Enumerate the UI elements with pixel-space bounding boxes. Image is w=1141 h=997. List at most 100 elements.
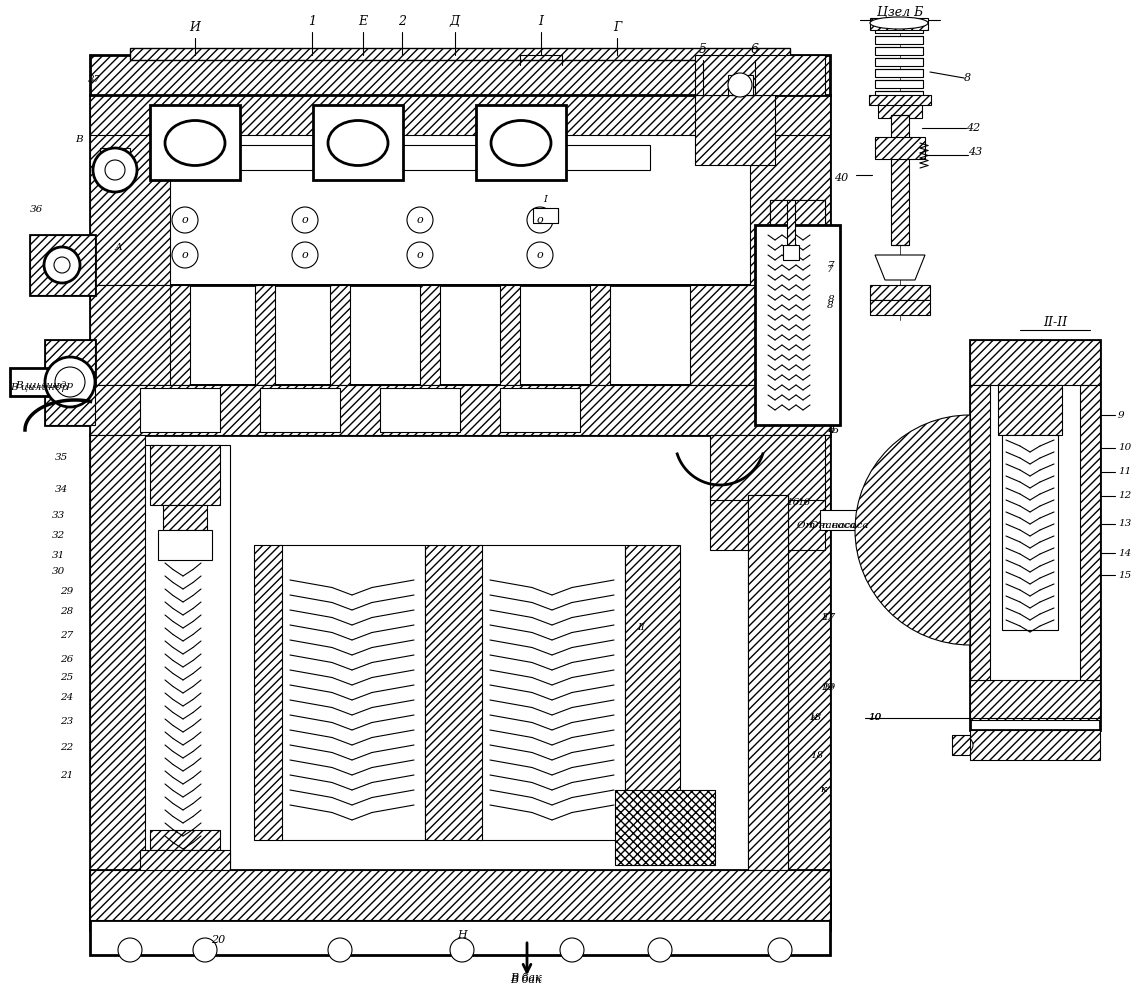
- Bar: [875, 58, 923, 66]
- Circle shape: [527, 242, 553, 268]
- Text: к: к: [820, 786, 826, 795]
- Bar: [869, 285, 930, 300]
- Bar: [90, 95, 170, 285]
- Circle shape: [105, 160, 126, 180]
- Text: 9: 9: [1118, 411, 1125, 420]
- Text: 31: 31: [52, 550, 65, 559]
- Text: 10: 10: [868, 714, 881, 723]
- Text: к: к: [820, 786, 826, 795]
- Text: 7: 7: [827, 265, 834, 274]
- Text: 17: 17: [820, 613, 833, 622]
- Text: 19: 19: [820, 684, 833, 693]
- Bar: [875, 47, 923, 55]
- Bar: [1081, 385, 1100, 680]
- Bar: [254, 285, 275, 385]
- Text: 13: 13: [1118, 519, 1131, 528]
- Bar: [710, 495, 825, 550]
- Bar: [476, 105, 566, 180]
- Text: 14: 14: [1118, 548, 1131, 557]
- Bar: [480, 545, 625, 840]
- Bar: [875, 69, 923, 77]
- Text: 10: 10: [1118, 444, 1131, 453]
- Text: От насоса: От насоса: [810, 520, 868, 529]
- Bar: [533, 208, 558, 223]
- Wedge shape: [855, 415, 970, 645]
- Bar: [380, 388, 460, 432]
- Text: 25: 25: [60, 674, 73, 683]
- Bar: [90, 285, 830, 385]
- Text: 29: 29: [60, 587, 73, 596]
- Bar: [90, 385, 830, 435]
- Text: От насоса: От насоса: [798, 520, 856, 529]
- Text: 22: 22: [60, 744, 73, 753]
- Bar: [820, 510, 860, 530]
- Text: II: II: [638, 623, 645, 632]
- Bar: [90, 95, 830, 135]
- Text: 19: 19: [822, 684, 835, 693]
- Circle shape: [407, 207, 432, 233]
- Bar: [90, 920, 830, 955]
- Bar: [728, 75, 753, 95]
- Text: 32: 32: [52, 530, 65, 539]
- Circle shape: [118, 938, 141, 962]
- Text: о: о: [181, 215, 188, 225]
- Bar: [891, 115, 909, 245]
- Bar: [875, 137, 925, 159]
- Text: В бак: В бак: [510, 973, 542, 983]
- Bar: [590, 285, 610, 385]
- Bar: [1002, 435, 1058, 630]
- Bar: [90, 435, 145, 930]
- Ellipse shape: [327, 121, 388, 166]
- Bar: [424, 545, 482, 840]
- Bar: [970, 730, 1100, 760]
- Text: 27: 27: [60, 630, 73, 639]
- Bar: [695, 95, 775, 165]
- Bar: [970, 340, 1100, 730]
- Text: 15: 15: [1118, 570, 1131, 579]
- Text: В цилиндр: В цилиндр: [10, 384, 68, 393]
- Circle shape: [193, 938, 217, 962]
- Bar: [875, 80, 923, 88]
- Circle shape: [407, 242, 432, 268]
- Bar: [748, 495, 788, 870]
- Text: Д: Д: [450, 16, 460, 29]
- Text: 28: 28: [60, 607, 73, 616]
- Bar: [90, 285, 180, 385]
- Bar: [140, 445, 230, 875]
- Bar: [90, 55, 830, 95]
- Text: 10: 10: [868, 714, 881, 723]
- Bar: [875, 91, 923, 99]
- Bar: [30, 235, 95, 295]
- Bar: [44, 340, 95, 425]
- Bar: [783, 245, 799, 260]
- Bar: [500, 285, 520, 385]
- Text: Г: Г: [613, 22, 621, 35]
- Text: 43: 43: [968, 147, 982, 157]
- Bar: [952, 735, 970, 755]
- Bar: [500, 388, 580, 432]
- Bar: [90, 385, 830, 435]
- Circle shape: [527, 207, 553, 233]
- Text: 16: 16: [787, 498, 800, 507]
- Text: к: к: [810, 714, 816, 723]
- Bar: [625, 545, 680, 840]
- Text: 33: 33: [52, 510, 65, 519]
- Text: 26: 26: [60, 655, 73, 664]
- Text: 6: 6: [751, 44, 759, 57]
- Bar: [710, 435, 825, 500]
- Text: 35: 35: [55, 454, 68, 463]
- Text: 37: 37: [88, 76, 102, 85]
- Text: Е: Е: [358, 16, 367, 29]
- Bar: [875, 36, 923, 44]
- Bar: [149, 105, 240, 180]
- Bar: [90, 870, 830, 920]
- Text: I: I: [539, 16, 543, 29]
- Bar: [748, 495, 788, 870]
- Text: о: о: [416, 250, 423, 260]
- Text: 42: 42: [966, 123, 980, 133]
- Circle shape: [94, 148, 137, 192]
- Text: 7: 7: [828, 260, 834, 269]
- Text: Цзел Б: Цзел Б: [877, 7, 923, 20]
- Text: А: А: [115, 243, 123, 252]
- Bar: [869, 95, 931, 105]
